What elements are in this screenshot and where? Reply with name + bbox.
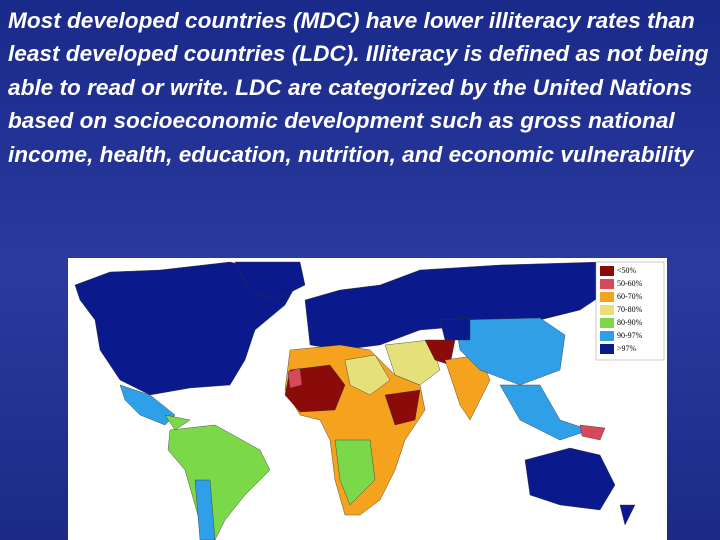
slide-text: Most developed countries (MDC) have lowe… xyxy=(8,8,709,167)
legend-label: 50-60% xyxy=(617,279,643,288)
legend-label: >97% xyxy=(617,344,637,353)
legend-label: 60-70% xyxy=(617,292,643,301)
legend-label: 90-97% xyxy=(617,331,643,340)
legend-label: <50% xyxy=(617,266,637,275)
legend-swatch xyxy=(600,266,614,276)
legend-label: 80-90% xyxy=(617,318,643,327)
legend-swatch xyxy=(600,331,614,341)
legend-swatch xyxy=(600,279,614,289)
legend-swatch xyxy=(600,305,614,315)
legend-swatch xyxy=(600,292,614,302)
legend: <50% 50-60% 60-70% 70-80% 80-90% 90-97% >97% xyxy=(600,266,643,354)
legend-swatch xyxy=(600,318,614,328)
legend-label: 70-80% xyxy=(617,305,643,314)
legend-swatch xyxy=(600,344,614,354)
countries xyxy=(74,261,636,540)
